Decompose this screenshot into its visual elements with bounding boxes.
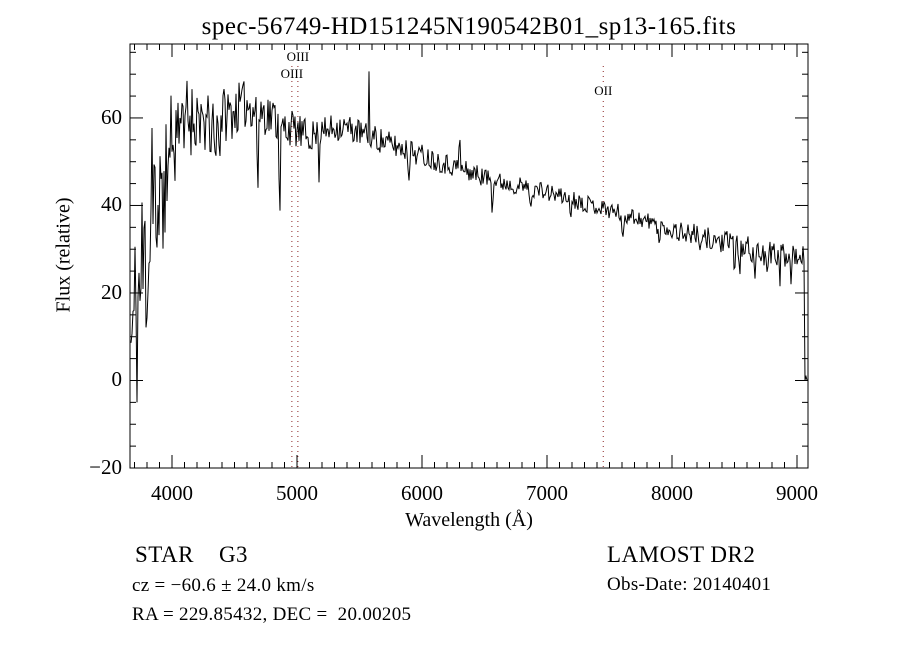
spectral-line-label-oiii: OIII bbox=[285, 49, 311, 64]
y-tick-label--20: −20 bbox=[89, 455, 122, 479]
spectral-line-label-oiii: OIII bbox=[279, 66, 305, 81]
cz-velocity-text: cz = −60.6 ± 24.0 km/s bbox=[132, 575, 315, 596]
ra-dec-text: RA = 229.85432, DEC = 20.00205 bbox=[132, 604, 412, 625]
x-tick-label-9000: 9000 bbox=[776, 481, 818, 505]
y-tick-label-20: 20 bbox=[101, 279, 122, 304]
x-tick-label-4000: 4000 bbox=[151, 481, 193, 505]
x-axis-label: Wavelength (Å) bbox=[405, 509, 533, 531]
survey-release-text: LAMOST DR2 bbox=[607, 542, 756, 567]
plot-title: spec-56749-HD151245N190542B01_sp13-165.f… bbox=[201, 13, 737, 40]
y-tick-label-60: 60 bbox=[101, 104, 122, 129]
object-class-text: STAR G3 bbox=[135, 542, 249, 567]
y-tick-label-40: 40 bbox=[101, 192, 122, 217]
plot-frame bbox=[129, 43, 809, 469]
x-tick-label-5000: 5000 bbox=[276, 481, 318, 505]
x-tick-label-6000: 6000 bbox=[401, 481, 443, 505]
obs-date-text: Obs-Date: 20140401 bbox=[607, 574, 772, 595]
y-tick-label-0: 0 bbox=[111, 367, 123, 392]
x-tick-label-7000: 7000 bbox=[526, 481, 568, 505]
x-tick-label-8000: 8000 bbox=[651, 481, 693, 505]
spectrum-trace bbox=[130, 71, 808, 403]
spectral-line-label-oii: OII bbox=[593, 83, 614, 98]
